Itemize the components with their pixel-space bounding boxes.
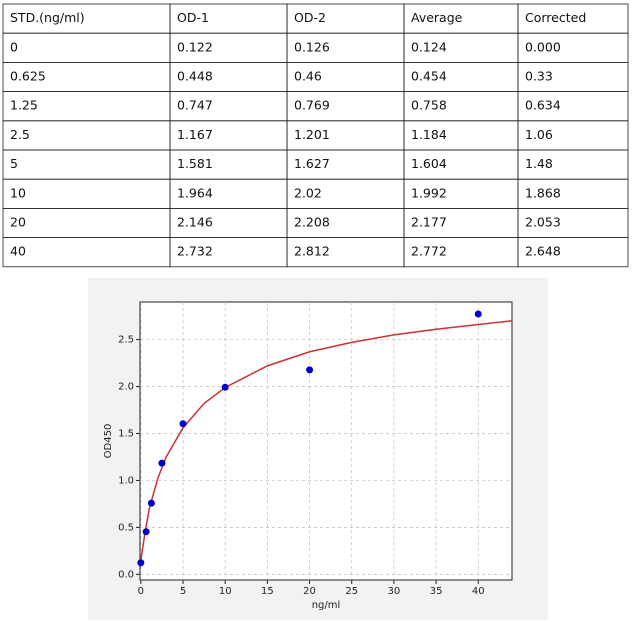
cell-text: 2.812 — [294, 244, 330, 259]
cell-text: 0.769 — [294, 98, 330, 113]
header-text: OD-1 — [177, 10, 209, 25]
cell-text: 1.604 — [411, 156, 447, 171]
cell-text: 2.177 — [411, 215, 447, 230]
plot-area — [139, 301, 513, 581]
table-cell — [2, 178, 171, 209]
cell-text: 1.48 — [525, 156, 553, 171]
x-tick-label: 5 — [180, 586, 186, 597]
x-tick-label: 40 — [472, 586, 485, 597]
x-tick-label: 30 — [388, 586, 401, 597]
table-cell — [2, 207, 171, 238]
y-tick-label: 2.0 — [118, 382, 134, 393]
y-tick-label: 0.0 — [118, 569, 134, 580]
y-tick-label: 1.5 — [118, 428, 134, 439]
x-tick-label: 35 — [430, 586, 443, 597]
y-tick-label: 1.0 — [118, 475, 134, 486]
cell-text: 0.747 — [177, 98, 213, 113]
cell-text: 0.000 — [525, 39, 561, 54]
cell-text: 2.053 — [525, 215, 561, 230]
data-point — [147, 499, 155, 507]
data-point — [137, 559, 145, 567]
data-point — [306, 366, 314, 374]
cell-text: 2.208 — [294, 215, 330, 230]
cell-text: 0.124 — [411, 39, 447, 54]
cell-text: 2.772 — [411, 244, 447, 259]
cell-text: 5 — [10, 156, 18, 171]
header-text: STD.(ng/ml) — [10, 10, 85, 25]
cell-text: 0.122 — [177, 39, 213, 54]
cell-text: 0.33 — [525, 69, 553, 84]
cell-text: 2.146 — [177, 215, 213, 230]
table-cell — [2, 32, 171, 63]
x-tick-label: 20 — [303, 586, 316, 597]
cell-text: 1.581 — [177, 156, 213, 171]
x-tick-label: 0 — [138, 586, 144, 597]
cell-text: 1.184 — [411, 127, 447, 142]
cell-text: 2.5 — [10, 127, 30, 142]
cell-text: 1.06 — [525, 127, 553, 142]
cell-text: 0.625 — [10, 69, 46, 84]
cell-text: 20 — [10, 215, 26, 230]
cell-text: 0.448 — [177, 69, 213, 84]
x-tick-label: 10 — [219, 586, 232, 597]
cell-text: 1.992 — [411, 185, 447, 200]
data-point — [179, 420, 187, 428]
data-point — [158, 459, 166, 467]
data-point — [142, 528, 150, 536]
cell-text: 10 — [10, 185, 26, 200]
cell-text: 0.46 — [294, 69, 322, 84]
y-axis-label: OD450 — [103, 424, 114, 459]
x-tick-label: 25 — [345, 586, 358, 597]
y-tick-label: 2.5 — [118, 335, 134, 346]
cell-text: 2.732 — [177, 244, 213, 259]
table-cell — [2, 149, 171, 180]
x-axis-label: ng/ml — [312, 600, 341, 611]
cell-text: 0.454 — [411, 69, 447, 84]
cell-text: 1.964 — [177, 185, 213, 200]
cell-text: 2.02 — [294, 185, 322, 200]
cell-text: 1.868 — [525, 185, 561, 200]
data-point — [221, 383, 229, 391]
data-point — [474, 310, 482, 318]
cell-text: 1.627 — [294, 156, 330, 171]
cell-text: 0 — [10, 39, 18, 54]
cell-text: 2.648 — [525, 244, 561, 259]
y-tick-label: 0.5 — [118, 522, 134, 533]
cell-text: 1.201 — [294, 127, 330, 142]
cell-text: 0.126 — [294, 39, 330, 54]
cell-text: 0.634 — [525, 98, 561, 113]
header-text: OD-2 — [294, 10, 326, 25]
x-tick-label: 15 — [261, 586, 274, 597]
table-cell — [2, 237, 171, 268]
header-text: Corrected — [525, 10, 586, 25]
cell-text: 1.167 — [177, 127, 213, 142]
cell-text: 1.25 — [10, 98, 38, 113]
header-text: Average — [411, 10, 463, 25]
table-cell — [517, 237, 629, 268]
cell-text: 0.758 — [411, 98, 447, 113]
cell-text: 40 — [10, 244, 26, 259]
